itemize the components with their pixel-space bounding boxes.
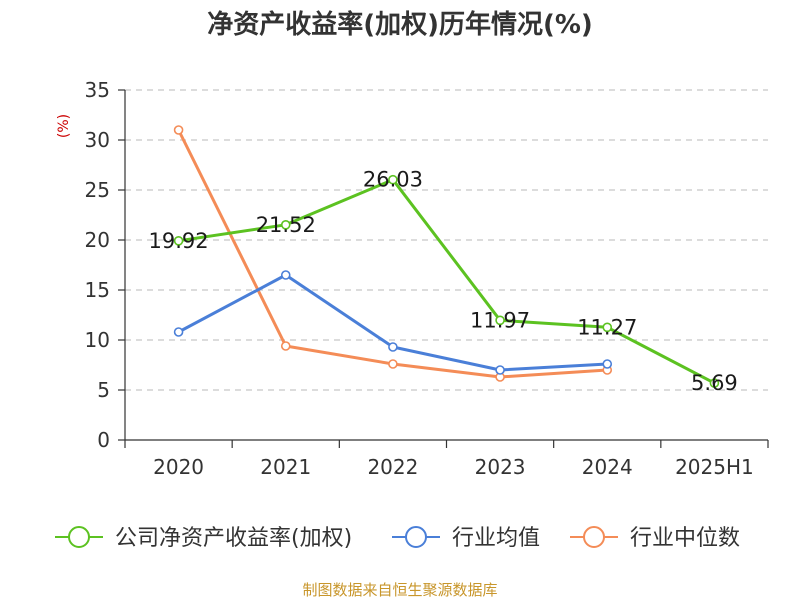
data-label: 21.52	[256, 213, 316, 237]
data-label: 26.03	[363, 168, 423, 192]
y-tick-label: 0	[97, 428, 110, 452]
y-tick-label: 20	[85, 228, 110, 252]
x-tick-label: 2025H1	[675, 455, 754, 479]
y-tick-label: 5	[97, 378, 110, 402]
data-point	[602, 322, 613, 333]
x-tick-label: 2023	[475, 455, 526, 479]
series-group	[173, 125, 720, 388]
data-point	[709, 378, 720, 388]
legend-label: 行业中位数	[630, 526, 740, 551]
gridlines	[125, 89, 768, 391]
data-point	[388, 174, 398, 185]
legend-marker	[68, 526, 90, 548]
y-tick-label: 10	[85, 328, 110, 352]
data-label: 5.69	[691, 371, 738, 395]
legend: 公司净资产收益率(加权) 行业均值 行业中位数	[55, 526, 740, 551]
data-point	[173, 327, 184, 337]
data-point	[388, 359, 398, 369]
data-point	[280, 220, 291, 230]
x-tick-label: 2021	[260, 455, 311, 479]
legend-item: 公司净资产收益率(加权)	[55, 526, 352, 551]
legend-label: 行业均值	[452, 526, 540, 551]
x-tick-label: 2020	[153, 455, 204, 479]
data-point	[602, 359, 613, 369]
y-tick-label: 15	[85, 278, 110, 302]
legend-marker	[583, 526, 605, 548]
y-tick-label: 30	[85, 128, 110, 152]
data-point	[388, 342, 398, 352]
source-note: 制图数据来自恒生聚源数据库	[302, 581, 497, 599]
data-label: 19.92	[149, 229, 209, 253]
legend-label: 公司净资产收益率(加权)	[115, 526, 352, 551]
y-axis-unit-label: (%)	[56, 114, 72, 138]
x-tick-label: 2024	[582, 455, 633, 479]
legend-item: 行业中位数	[570, 526, 740, 551]
chart-title: 净资产收益率(加权)历年情况(%)	[207, 9, 593, 40]
data-label: 11.97	[470, 308, 530, 332]
legend-item: 行业均值	[392, 526, 540, 551]
data-point	[495, 315, 505, 326]
data-label: 11.27	[577, 315, 637, 339]
y-tick-label: 35	[85, 78, 110, 102]
series-line	[178, 178, 716, 385]
data-labels: 19.92 21.52 26.03 11.97 11.27 5.69	[149, 168, 738, 395]
legend-marker	[405, 526, 427, 548]
data-point	[280, 341, 291, 351]
data-point	[495, 365, 505, 375]
x-tick-label: 2022	[367, 455, 418, 479]
data-point	[173, 125, 184, 135]
data-point	[173, 236, 184, 246]
y-tick-label: 25	[85, 178, 110, 202]
data-point	[280, 270, 291, 280]
axes: 0 5 10 15 20 25 30 35 2020 2021 2022 2023 2024 2025H1	[85, 78, 769, 479]
